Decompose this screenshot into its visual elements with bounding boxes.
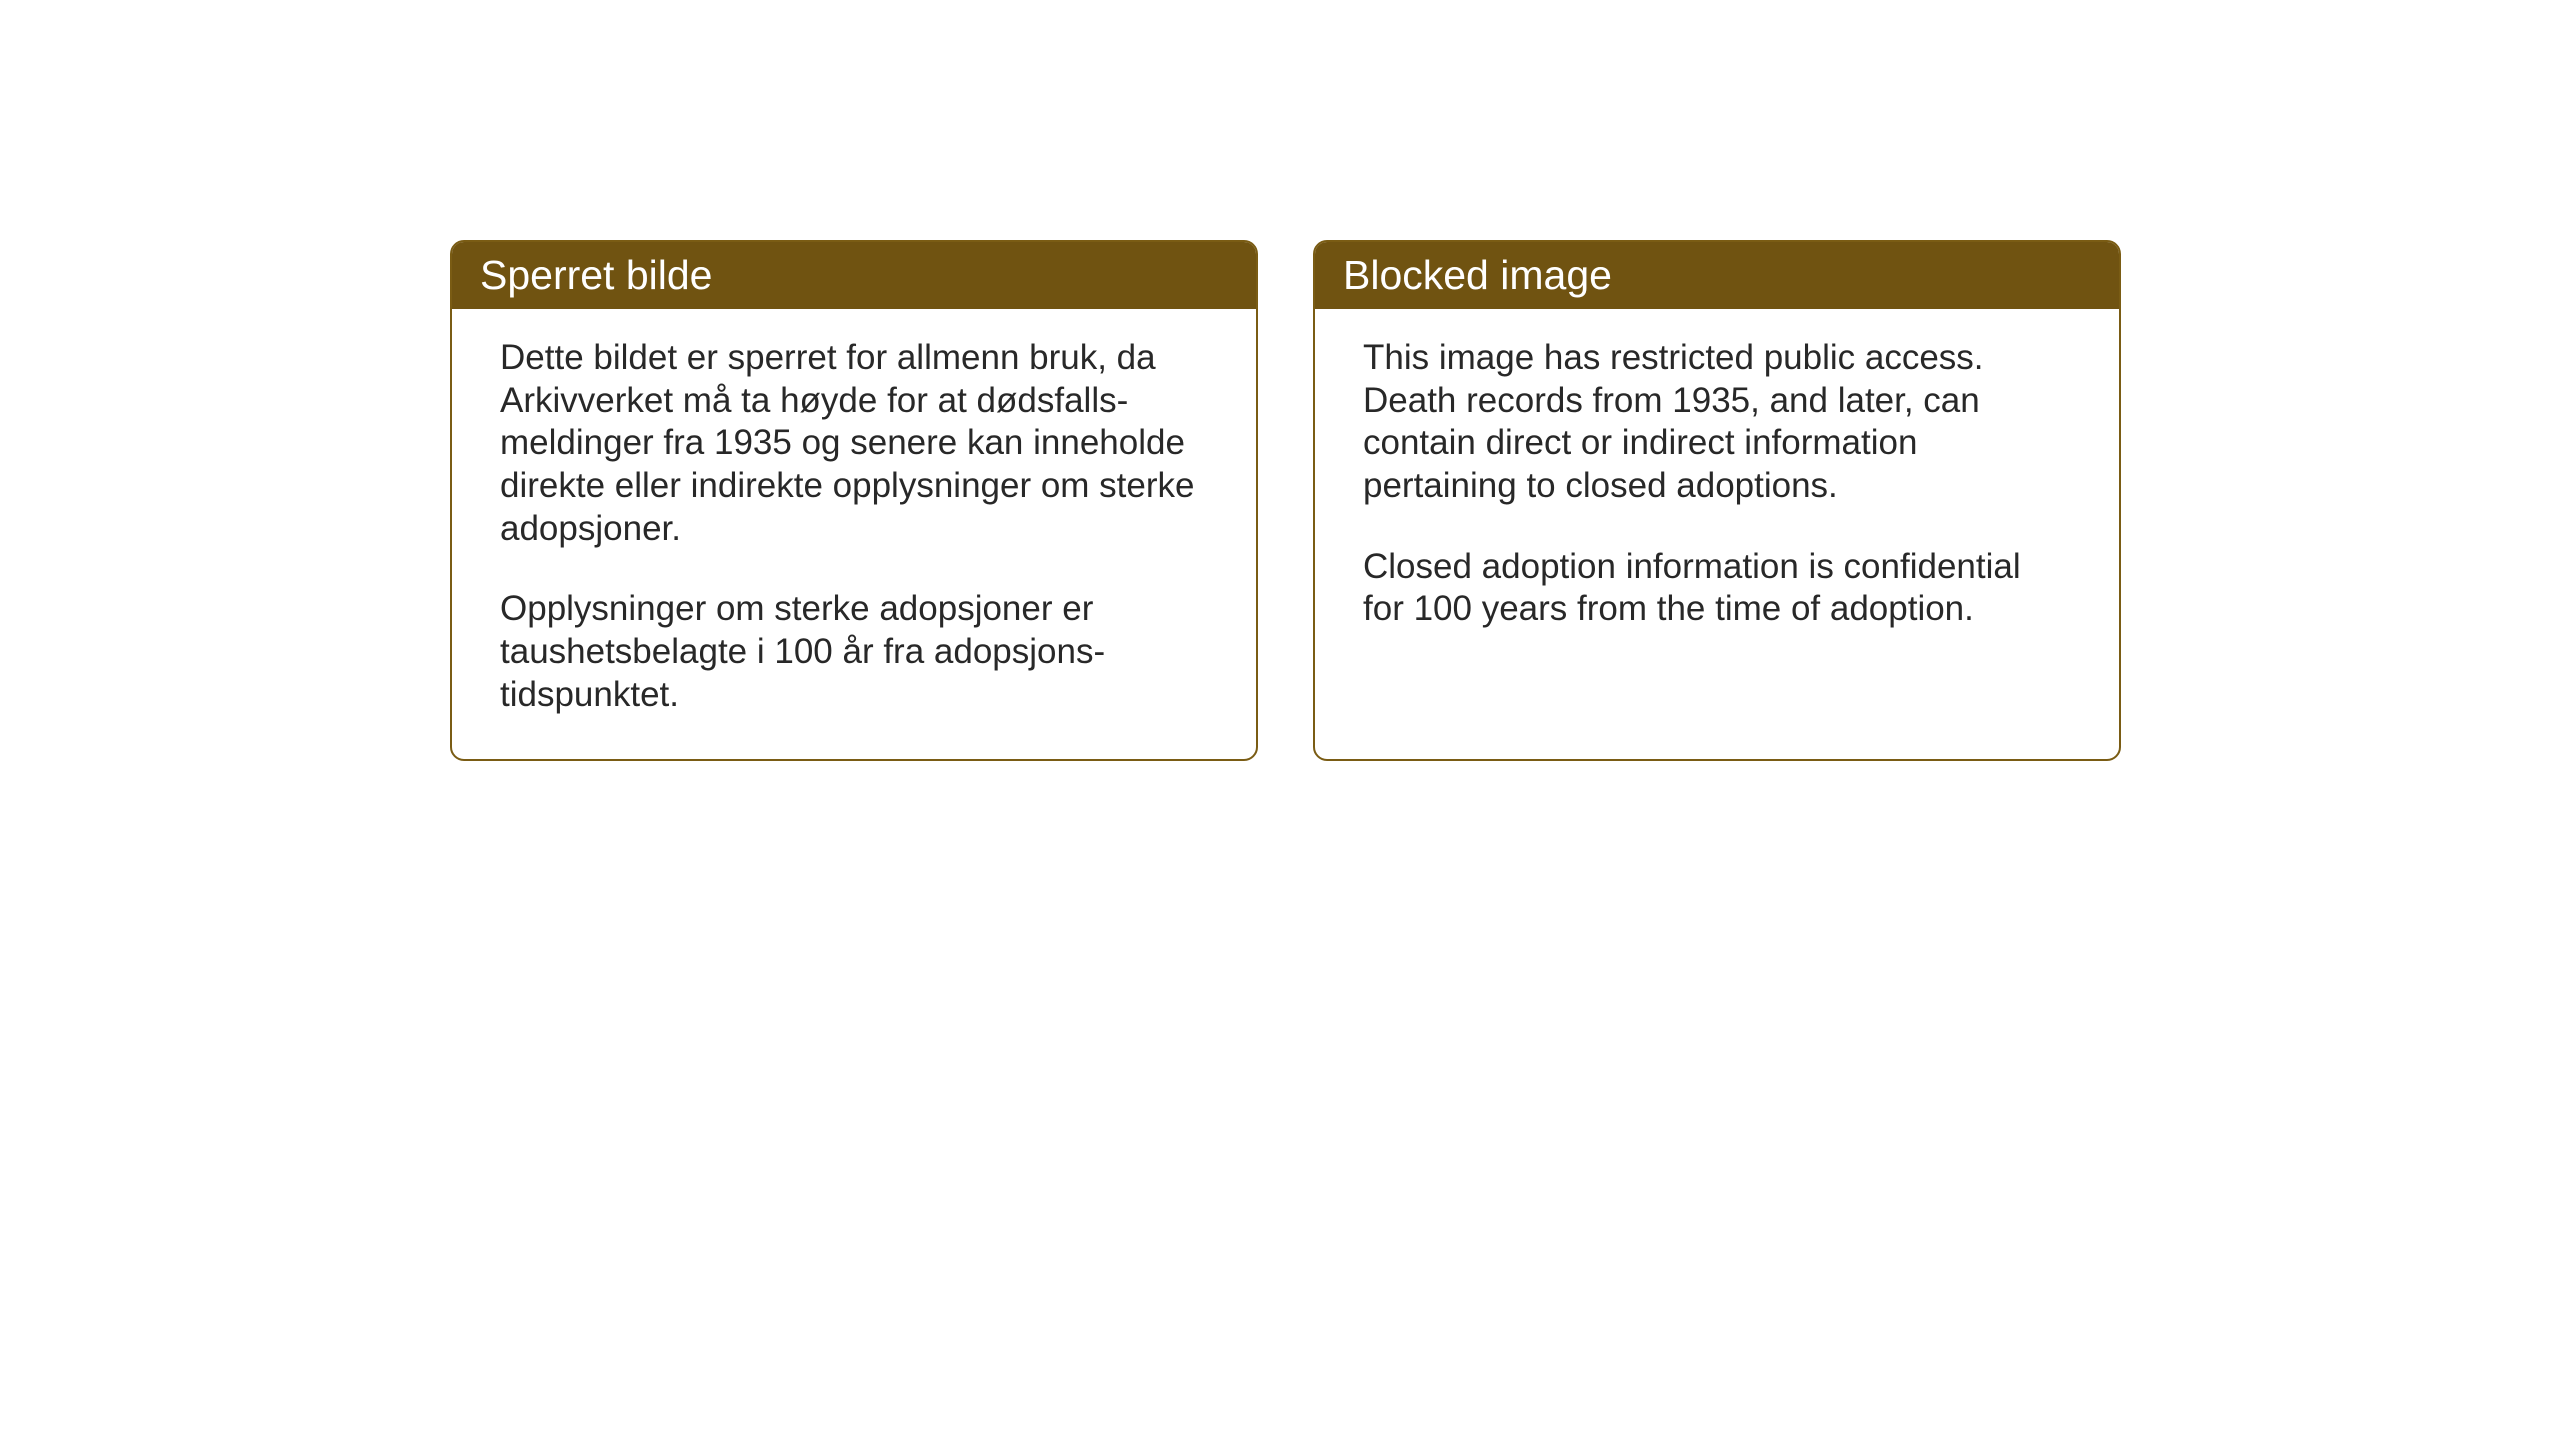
notice-container: Sperret bilde Dette bildet er sperret fo… bbox=[450, 240, 2121, 761]
card-body-norwegian: Dette bildet er sperret for allmenn bruk… bbox=[452, 309, 1256, 759]
notice-card-english: Blocked image This image has restricted … bbox=[1313, 240, 2121, 761]
card-paragraph-2: Opplysninger om sterke adopsjoner er tau… bbox=[500, 588, 1208, 716]
card-header-norwegian: Sperret bilde bbox=[452, 242, 1256, 309]
card-paragraph-1: Dette bildet er sperret for allmenn bruk… bbox=[500, 337, 1208, 550]
notice-card-norwegian: Sperret bilde Dette bildet er sperret fo… bbox=[450, 240, 1258, 761]
card-paragraph-1: This image has restricted public access.… bbox=[1363, 337, 2071, 508]
card-title: Blocked image bbox=[1343, 252, 1612, 298]
card-paragraph-2: Closed adoption information is confident… bbox=[1363, 546, 2071, 631]
card-title: Sperret bilde bbox=[480, 252, 712, 298]
card-body-english: This image has restricted public access.… bbox=[1315, 309, 2119, 739]
card-header-english: Blocked image bbox=[1315, 242, 2119, 309]
